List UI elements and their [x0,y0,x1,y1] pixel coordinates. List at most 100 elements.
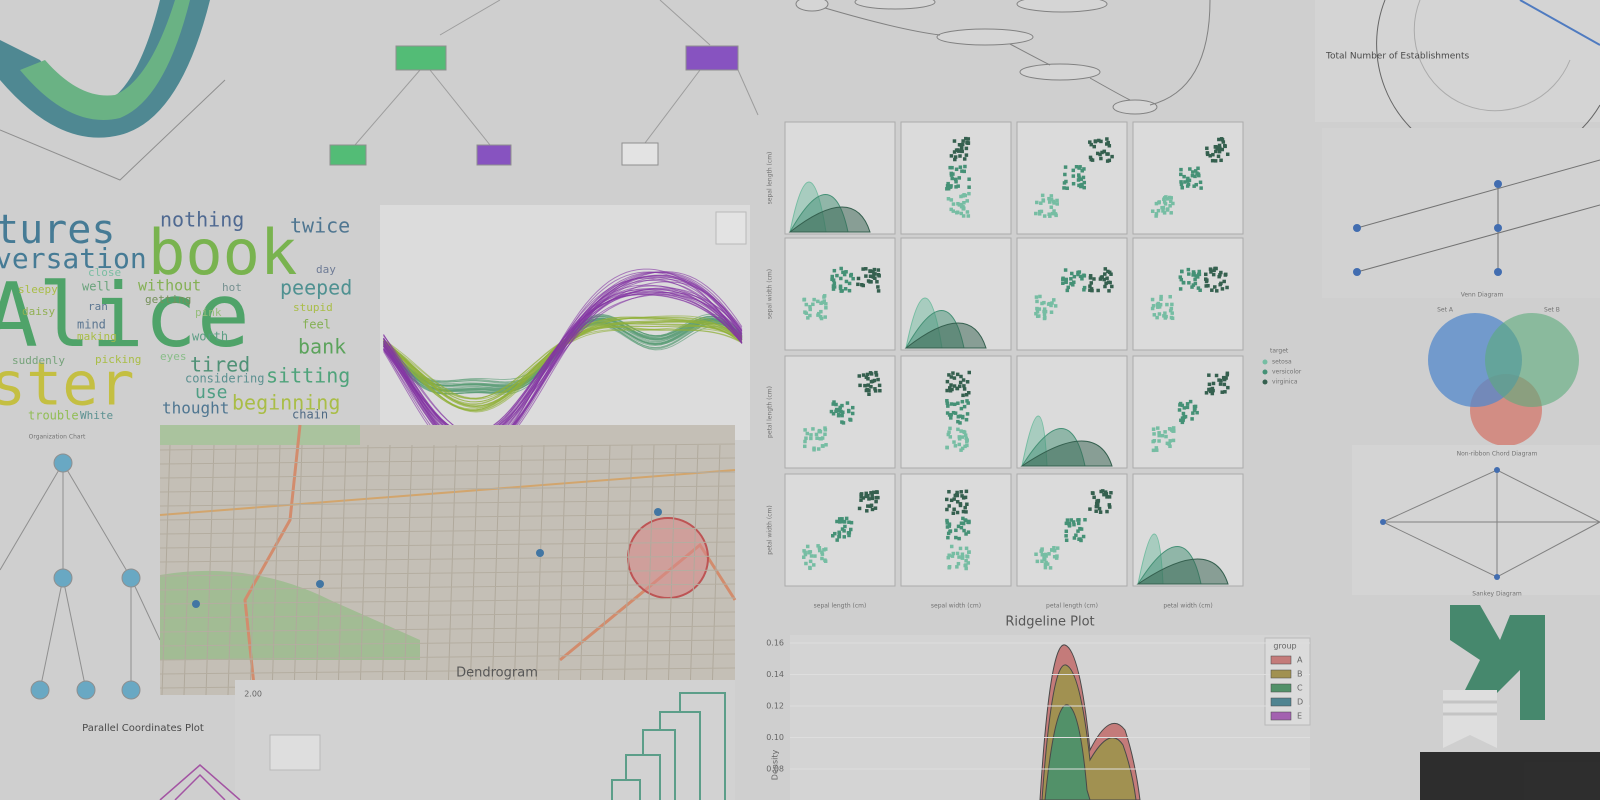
word: trouble [28,409,79,423]
dot [952,497,956,501]
dot [806,316,810,320]
dot [1221,375,1226,380]
dot [1169,315,1174,320]
dot [1047,212,1051,216]
y-tick-label: 0.14 [766,670,784,679]
dot [1219,270,1223,275]
dot [814,432,819,437]
dot [946,535,950,540]
dot [966,530,971,534]
dot [842,272,847,277]
tree-edge [429,69,491,146]
dot [1080,277,1084,281]
dot [1076,178,1081,182]
dot [1042,312,1047,317]
dot [1158,302,1163,307]
dendrogram-title: Dendrogram [456,666,538,681]
dot [1171,426,1176,430]
dot [958,414,962,418]
dot [1170,302,1174,307]
dot [1150,306,1155,311]
dot [952,507,956,512]
dot [1065,518,1070,522]
dot [1220,390,1224,394]
dot [1074,164,1079,169]
dot [958,421,962,425]
dot [1163,430,1167,434]
dot [1196,166,1200,171]
dot [824,443,828,447]
dot [836,412,841,416]
dot [868,274,873,279]
dot [805,431,810,436]
dot [964,153,969,157]
dot [1154,448,1159,452]
tree-node [685,45,739,71]
pair-cell [1016,121,1128,235]
ridgeline-title: Ridgeline Plot [1005,615,1094,630]
dot [1088,155,1093,160]
dot [839,276,843,281]
dot [1092,495,1096,500]
dot [803,550,807,555]
dot [1211,152,1215,157]
edge [1356,159,1600,229]
dot [1196,286,1201,290]
dot [948,435,953,439]
dot [958,502,963,506]
dot [876,377,880,382]
dot [1107,503,1112,507]
word: nothing [160,208,244,232]
dot [817,548,822,553]
dot [1221,140,1226,144]
dot [1190,417,1194,421]
dot [1155,302,1160,307]
dendrogram-links [611,692,726,800]
dot [953,177,958,182]
dot [803,552,808,557]
dot [1172,429,1176,433]
tree-node [621,142,659,166]
dot [872,378,877,383]
org-node [76,680,96,700]
dot [955,490,959,495]
dot [1049,303,1053,308]
dot [1079,183,1083,187]
dot [1211,272,1216,277]
dot [876,285,880,289]
dot [1044,560,1048,565]
dot [819,316,824,321]
street [425,444,435,696]
dot [1082,185,1086,190]
street [293,444,303,696]
dot [1167,442,1171,446]
street [205,444,215,696]
dot [856,276,861,281]
map [159,424,737,696]
dot [820,556,824,561]
dot [873,387,877,391]
dot [957,555,961,559]
dot [964,518,968,523]
dot [816,447,821,451]
dot [955,551,960,556]
dot [1188,167,1192,171]
legend-label: A [1297,656,1303,665]
dot [954,185,958,189]
dot [957,536,961,541]
dot [1204,284,1208,288]
org-edge [39,577,64,691]
dot [859,494,863,499]
legend-swatch [1262,369,1268,375]
dot [963,495,968,500]
dot [1065,288,1070,293]
dot [1071,168,1076,173]
dot [1079,538,1083,543]
dot [955,510,960,515]
dot [1043,565,1048,570]
street [159,499,736,507]
node [1494,467,1500,473]
dot [1077,270,1082,274]
dot [833,531,837,536]
dot [1169,211,1173,215]
